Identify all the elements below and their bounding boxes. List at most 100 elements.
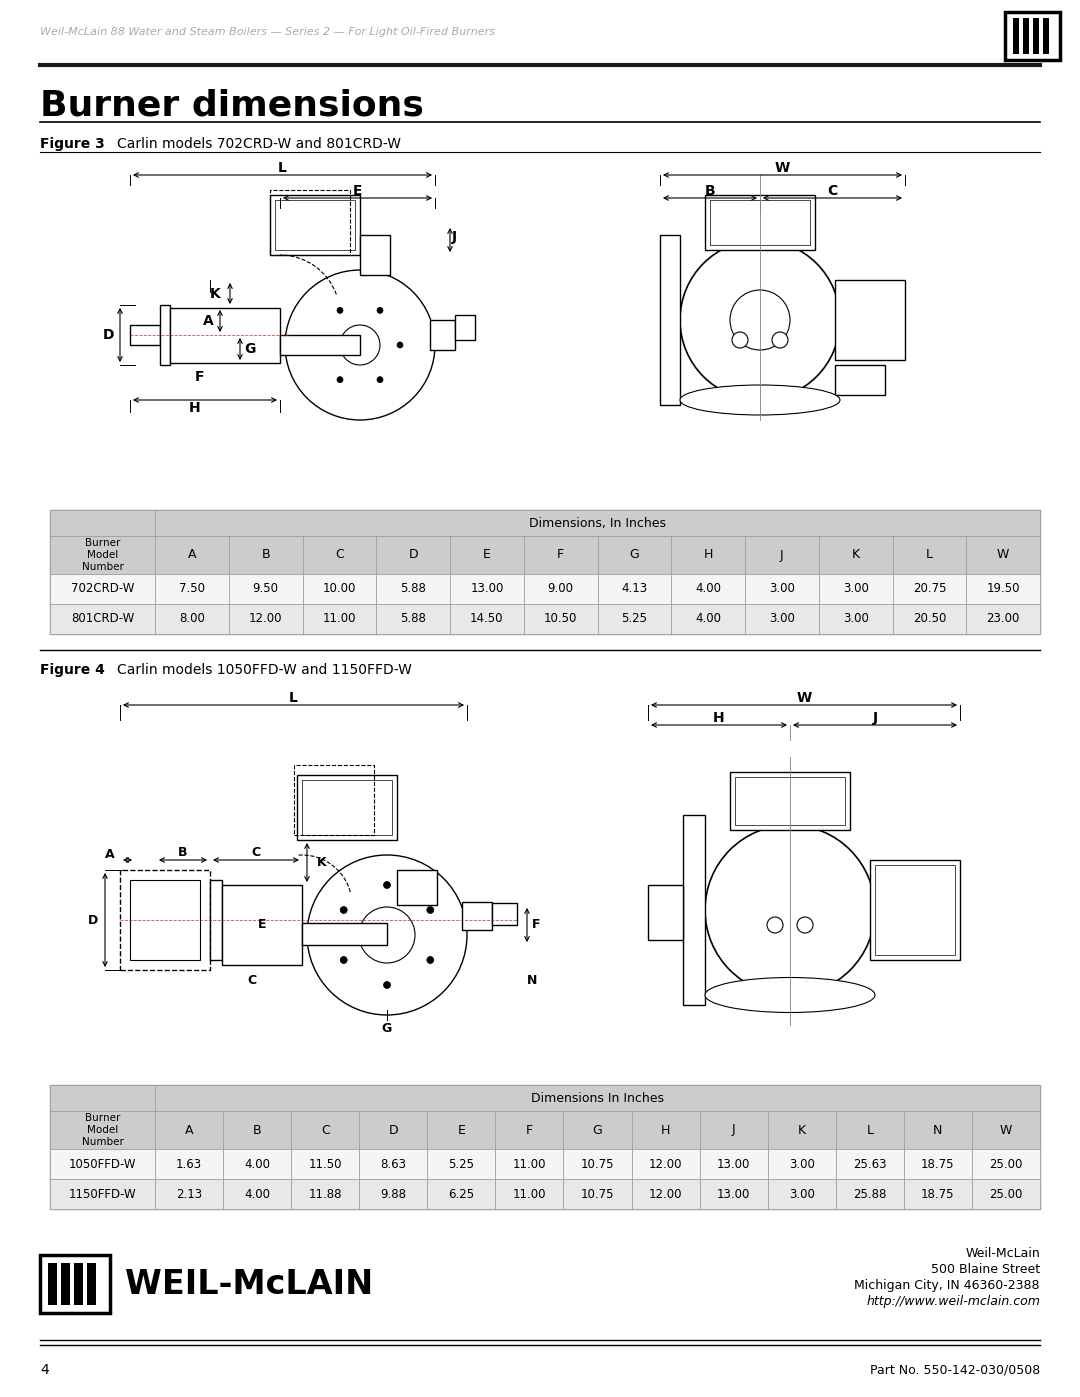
Text: Burner dimensions: Burner dimensions: [40, 88, 423, 122]
Text: Part No. 550-142-030/0508: Part No. 550-142-030/0508: [869, 1363, 1040, 1376]
Bar: [496, 1179, 564, 1208]
Bar: [156, 510, 1040, 536]
Bar: [455, 314, 475, 339]
Circle shape: [732, 332, 748, 348]
Bar: [745, 574, 819, 604]
Bar: [297, 775, 397, 840]
Text: K: K: [318, 856, 326, 869]
Bar: [745, 536, 819, 574]
Bar: [360, 1148, 428, 1179]
Circle shape: [377, 307, 383, 313]
Bar: [836, 1148, 904, 1179]
Circle shape: [377, 377, 383, 383]
Text: 10.00: 10.00: [323, 583, 356, 595]
Text: 3.00: 3.00: [842, 612, 868, 626]
Circle shape: [730, 291, 789, 351]
Text: 10.75: 10.75: [581, 1187, 615, 1200]
Bar: [768, 1148, 836, 1179]
Bar: [892, 574, 967, 604]
Bar: [672, 536, 745, 574]
Bar: [270, 196, 360, 256]
Text: H: H: [703, 549, 713, 562]
Bar: [40, 1255, 110, 1313]
Text: 4.00: 4.00: [696, 612, 721, 626]
Text: G: G: [593, 1123, 603, 1137]
Text: Carlin models 702CRD-W and 801CRD-W: Carlin models 702CRD-W and 801CRD-W: [117, 137, 401, 151]
Text: N: N: [933, 1123, 943, 1137]
Circle shape: [705, 826, 875, 995]
Bar: [524, 604, 597, 634]
Text: H: H: [661, 1123, 671, 1137]
Text: 1150FFD-W: 1150FFD-W: [69, 1187, 136, 1200]
Bar: [224, 1111, 292, 1148]
Bar: [972, 1148, 1040, 1179]
Bar: [222, 886, 302, 965]
Bar: [967, 604, 1040, 634]
Bar: [50, 510, 1040, 634]
Circle shape: [767, 916, 783, 933]
Text: 7.50: 7.50: [179, 583, 205, 595]
Bar: [160, 305, 170, 365]
Text: 19.50: 19.50: [986, 583, 1020, 595]
Text: 25.00: 25.00: [989, 1187, 1023, 1200]
Bar: [130, 880, 200, 960]
Text: B: B: [261, 549, 270, 562]
Ellipse shape: [705, 978, 875, 1013]
Bar: [835, 365, 885, 395]
Circle shape: [427, 957, 434, 964]
Bar: [280, 335, 360, 355]
Text: 9.50: 9.50: [253, 583, 279, 595]
Text: Burner
Model
Number: Burner Model Number: [82, 1112, 123, 1147]
Bar: [1032, 18, 1039, 54]
Text: 18.75: 18.75: [921, 1158, 955, 1171]
Text: C: C: [827, 184, 838, 198]
Bar: [904, 1179, 972, 1208]
Bar: [967, 574, 1040, 604]
Bar: [564, 1111, 632, 1148]
Text: B: B: [253, 1123, 261, 1137]
Text: 4.00: 4.00: [244, 1158, 270, 1171]
Bar: [1023, 18, 1029, 54]
Text: D: D: [389, 1123, 399, 1137]
Bar: [170, 307, 280, 363]
Text: B: B: [178, 845, 188, 859]
Bar: [275, 200, 355, 250]
Bar: [48, 1263, 57, 1305]
Bar: [75, 1263, 83, 1305]
Bar: [967, 536, 1040, 574]
Text: 4.00: 4.00: [244, 1187, 270, 1200]
Bar: [672, 604, 745, 634]
Circle shape: [337, 377, 343, 383]
Bar: [50, 574, 156, 604]
Circle shape: [427, 907, 434, 914]
Ellipse shape: [680, 386, 840, 415]
Text: 14.50: 14.50: [470, 612, 503, 626]
Bar: [428, 1111, 496, 1148]
Bar: [768, 1111, 836, 1148]
Bar: [302, 923, 387, 944]
Bar: [735, 777, 845, 826]
Bar: [632, 1179, 700, 1208]
Bar: [972, 1111, 1040, 1148]
Text: Figure 4: Figure 4: [40, 664, 105, 678]
Bar: [430, 320, 455, 351]
Bar: [50, 1148, 156, 1179]
Text: E: E: [458, 1123, 465, 1137]
Bar: [904, 1148, 972, 1179]
Text: A: A: [203, 314, 214, 328]
Bar: [700, 1111, 768, 1148]
Bar: [1013, 18, 1020, 54]
Bar: [224, 1148, 292, 1179]
Text: H: H: [189, 401, 201, 415]
Bar: [360, 235, 390, 275]
Bar: [450, 604, 524, 634]
Bar: [835, 279, 905, 360]
Text: W: W: [997, 549, 1010, 562]
Circle shape: [307, 855, 467, 1016]
Circle shape: [797, 916, 813, 933]
Bar: [120, 870, 210, 970]
Text: A: A: [188, 549, 197, 562]
Text: 702CRD-W: 702CRD-W: [71, 583, 134, 595]
Bar: [462, 902, 492, 930]
Bar: [768, 1179, 836, 1208]
